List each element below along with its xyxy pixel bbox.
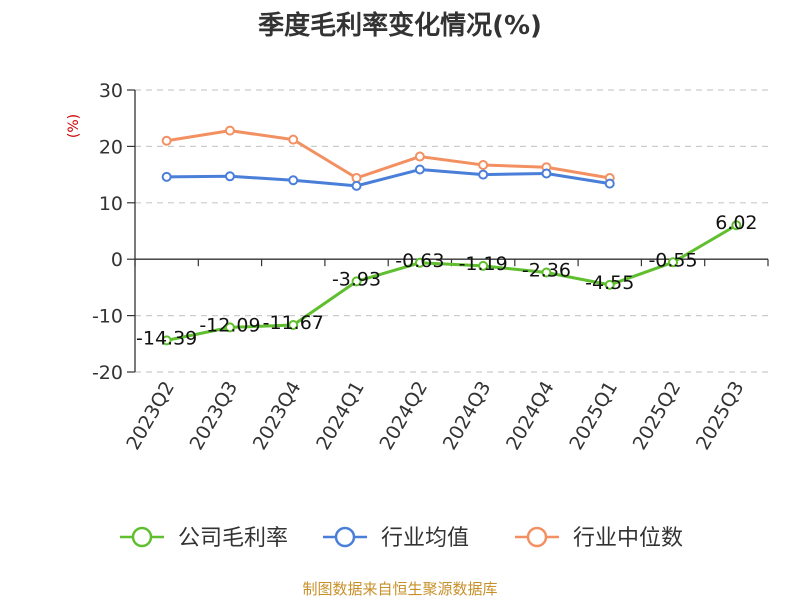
data-point [288, 320, 299, 331]
y-tick-label: 10 [99, 193, 123, 215]
data-label: -4.55 [585, 272, 634, 294]
data-point [288, 175, 299, 186]
data-point [224, 171, 235, 182]
legend-swatch-marker [526, 526, 548, 548]
series-line [166, 129, 611, 180]
x-tick-label: 2023Q4 [249, 378, 306, 454]
source-note: 制图数据来自恒生聚源数据库 [302, 580, 497, 598]
data-point [351, 180, 362, 191]
data-labels: -14.39-12.09 -11.67 -3.93 -0.63 -1.19 -2.36 -4… [136, 212, 757, 349]
data-point [414, 151, 425, 162]
data-label: -3.93 [332, 268, 381, 290]
data-label: -2.36 [522, 260, 571, 282]
legend-label: 行业均值 [381, 526, 469, 551]
data-point [731, 220, 742, 231]
x-tick-label: 2024Q3 [439, 378, 496, 454]
y-tick-label: -10 [92, 306, 123, 328]
x-tick-label: 2024Q2 [375, 378, 432, 454]
data-point [161, 171, 172, 182]
data-point [224, 322, 235, 333]
data-point [161, 335, 172, 346]
series-line [166, 223, 738, 342]
x-tick-label: 2024Q4 [502, 378, 559, 454]
x-tick-label: 2025Q1 [565, 378, 622, 454]
legend-swatch-marker [334, 526, 356, 548]
legend-label: 公司毛利率 [178, 526, 288, 551]
y-tick-label: -20 [92, 362, 123, 384]
data-point [541, 267, 552, 278]
data-point [478, 260, 489, 271]
data-point [541, 168, 552, 179]
data-point [224, 125, 235, 136]
x-tick-label: 2024Q1 [312, 378, 369, 454]
data-point [161, 135, 172, 146]
y-tick-label: 0 [111, 249, 123, 271]
data-point [668, 257, 679, 268]
legend-label: 行业中位数 [573, 526, 683, 551]
data-label: -11.67 [263, 312, 324, 334]
y-tick-label: 20 [99, 136, 123, 158]
data-label: -0.63 [395, 250, 444, 272]
chart-title: 季度毛利率变化情况(%) [258, 10, 542, 41]
legend: 公司毛利率 行业均值 行业中位数 [120, 526, 683, 551]
series-layer [161, 125, 742, 346]
x-tick-label: 2025Q2 [629, 378, 686, 454]
x-tick-label: 2025Q3 [692, 378, 749, 454]
data-point [288, 134, 299, 145]
data-point [478, 160, 489, 171]
data-point [478, 169, 489, 180]
data-point [414, 257, 425, 268]
legend-swatch-marker [131, 526, 153, 548]
data-point [414, 164, 425, 175]
x-tick-label: 2023Q2 [122, 378, 179, 454]
data-label: -1.19 [459, 253, 508, 275]
y-tick-label: 30 [99, 80, 123, 102]
data-label: -12.09 [199, 314, 260, 336]
y-axis-unit: (%) [66, 114, 82, 138]
data-label: -14.39 [136, 327, 197, 349]
data-point [604, 279, 615, 290]
data-point [351, 276, 362, 287]
x-tick-label: 2023Q3 [186, 378, 243, 454]
data-label: -0.55 [648, 249, 697, 271]
series-line [166, 168, 610, 188]
data-point [351, 172, 362, 183]
data-label: 6.02 [715, 212, 757, 234]
data-point [604, 178, 615, 189]
